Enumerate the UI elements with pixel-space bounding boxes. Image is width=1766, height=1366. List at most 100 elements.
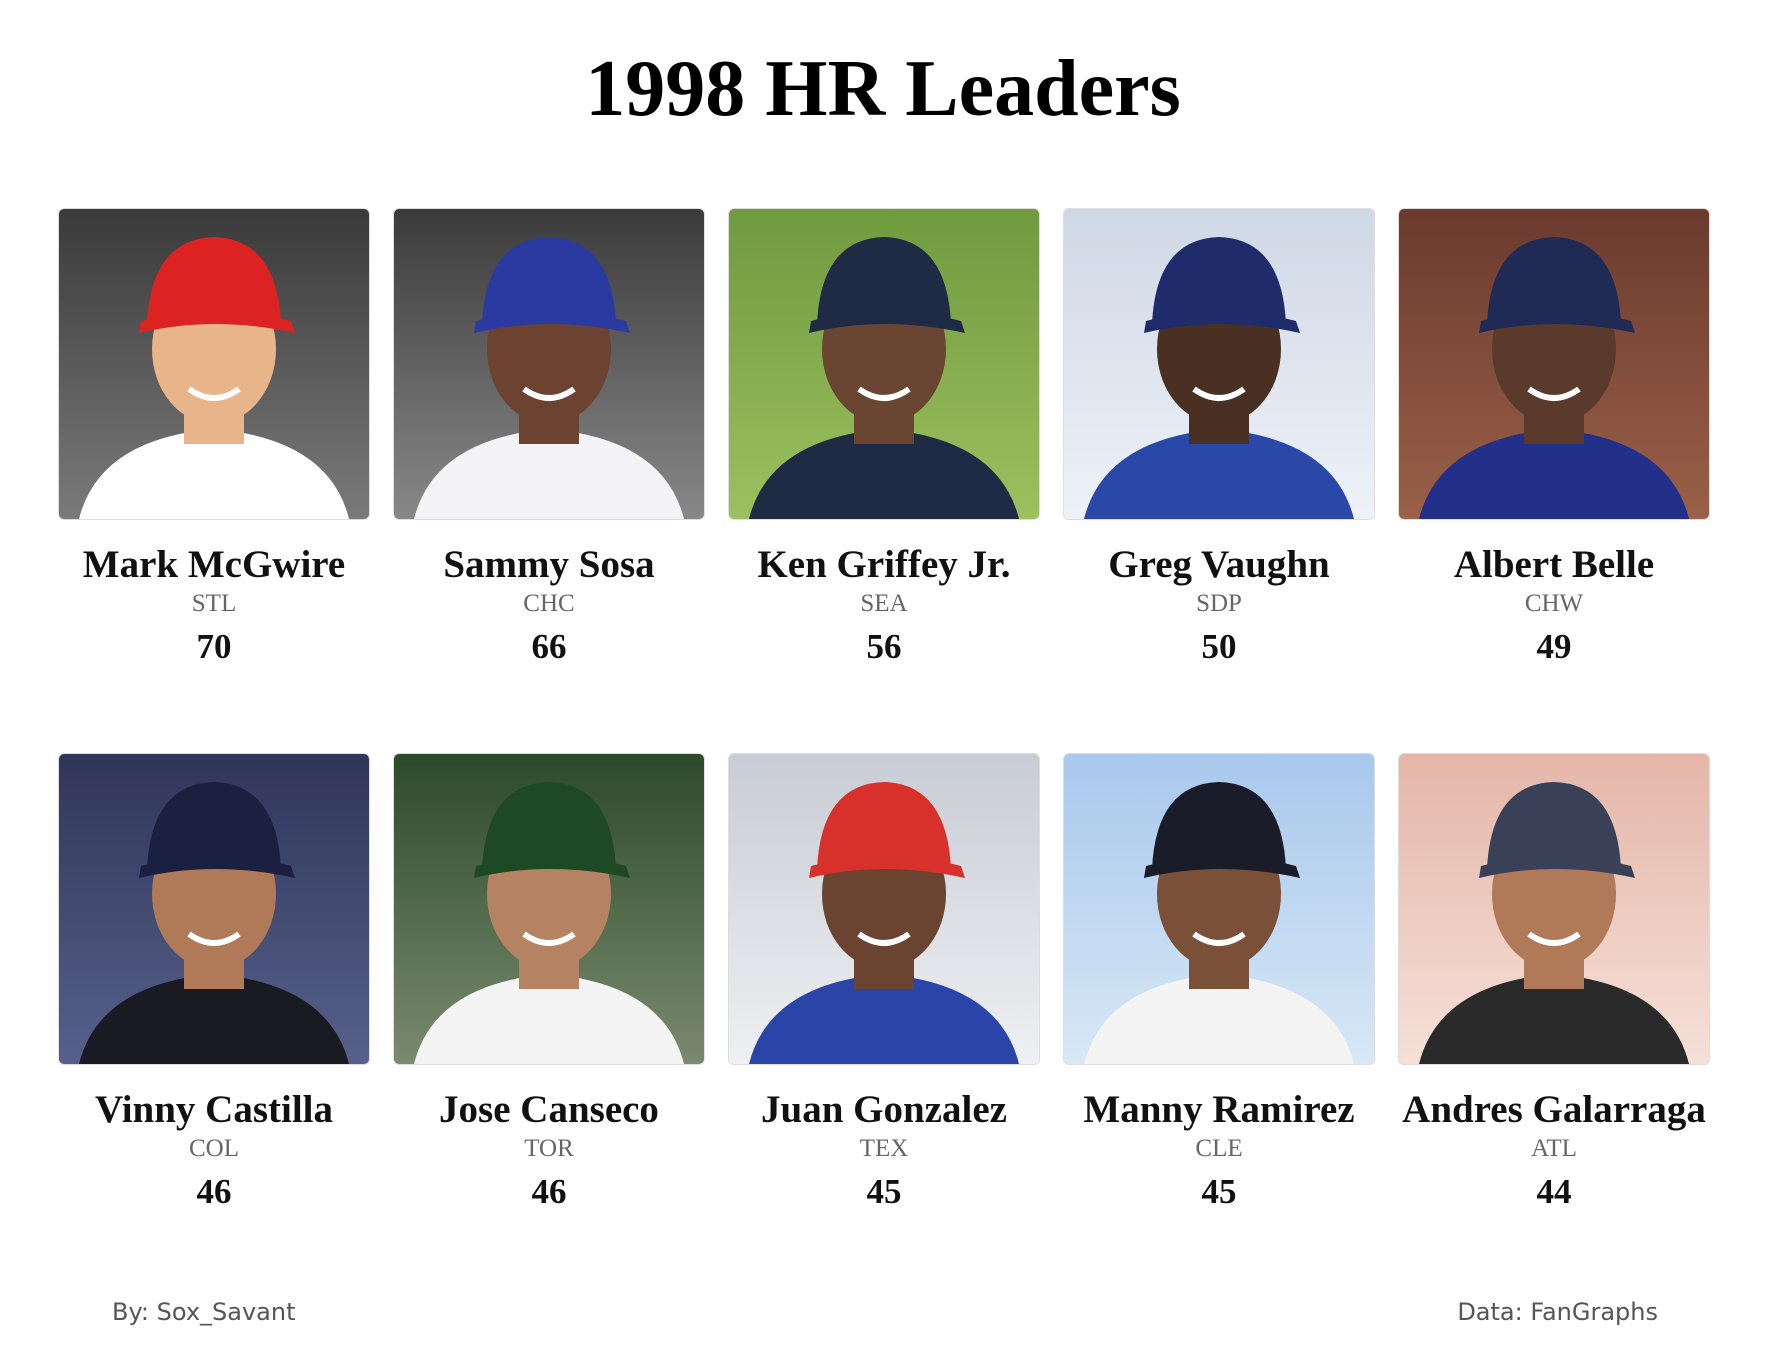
player-name: Sammy Sosa xyxy=(443,543,655,586)
player-home-runs: 49 xyxy=(1536,627,1572,666)
shoulders xyxy=(1084,429,1354,519)
cap-brim xyxy=(474,856,630,878)
portrait xyxy=(1399,754,1709,1064)
shoulders xyxy=(1419,429,1689,519)
cap-brim xyxy=(1479,856,1635,878)
player-home-runs: 46 xyxy=(196,1172,232,1211)
player-home-runs: 66 xyxy=(531,627,567,666)
smile xyxy=(1192,386,1246,401)
player-card: Albert Belle CHW 49 xyxy=(1398,208,1710,753)
cap xyxy=(1152,237,1286,324)
cap-brim xyxy=(809,856,965,878)
player-card: Greg Vaughn SDP 50 xyxy=(1063,208,1375,753)
cap xyxy=(147,782,281,869)
cap-brim xyxy=(1479,311,1635,333)
cap xyxy=(1487,782,1621,869)
player-photo xyxy=(58,753,370,1065)
player-photo xyxy=(393,208,705,520)
shoulders xyxy=(749,974,1019,1064)
player-photo xyxy=(393,753,705,1065)
player-card: Mark McGwire STL 70 xyxy=(58,208,370,753)
player-name: Andres Galarraga xyxy=(1402,1088,1706,1131)
smile xyxy=(187,931,241,946)
player-name: Manny Ramirez xyxy=(1083,1088,1355,1131)
player-name: Juan Gonzalez xyxy=(761,1088,1007,1131)
portrait xyxy=(729,209,1039,519)
cap xyxy=(817,782,951,869)
smile xyxy=(187,386,241,401)
smile xyxy=(522,931,576,946)
smile xyxy=(1527,931,1581,946)
cap-brim xyxy=(809,311,965,333)
cap-brim xyxy=(474,311,630,333)
cap-brim xyxy=(1144,311,1300,333)
cap xyxy=(1152,782,1286,869)
portrait xyxy=(1399,209,1709,519)
smile xyxy=(857,386,911,401)
player-photo xyxy=(58,208,370,520)
source: Data: FanGraphs xyxy=(1457,1298,1658,1326)
cap-brim xyxy=(139,311,295,333)
player-team: STL xyxy=(191,590,237,617)
player-name: Vinny Castilla xyxy=(94,1088,334,1131)
player-home-runs: 70 xyxy=(196,627,232,666)
player-home-runs: 46 xyxy=(531,1172,567,1211)
player-home-runs: 50 xyxy=(1201,627,1237,666)
player-grid: Mark McGwire STL 70 Sammy Sosa CHC 66 Ken Grif… xyxy=(58,208,1710,1217)
player-home-runs: 45 xyxy=(1201,1172,1237,1211)
player-photo xyxy=(1398,208,1710,520)
portrait xyxy=(394,754,704,1064)
shoulders xyxy=(1084,974,1354,1064)
player-team: CLE xyxy=(1195,1135,1243,1162)
shoulders xyxy=(1419,974,1689,1064)
shoulders xyxy=(749,429,1019,519)
cap xyxy=(482,782,616,869)
player-name: Ken Griffey Jr. xyxy=(757,543,1011,586)
player-name: Mark McGwire xyxy=(82,543,346,586)
player-team: CHW xyxy=(1524,590,1584,617)
player-home-runs: 56 xyxy=(866,627,902,666)
player-card: Jose Canseco TOR 46 xyxy=(393,753,705,1217)
player-card: Manny Ramirez CLE 45 xyxy=(1063,753,1375,1217)
smile xyxy=(522,386,576,401)
player-card: Andres Galarraga ATL 44 xyxy=(1398,753,1710,1217)
player-team: TOR xyxy=(524,1135,574,1162)
cap-brim xyxy=(1144,856,1300,878)
portrait xyxy=(394,209,704,519)
player-card: Juan Gonzalez TEX 45 xyxy=(728,753,1040,1217)
player-team: SDP xyxy=(1196,590,1242,617)
portrait xyxy=(729,754,1039,1064)
player-home-runs: 44 xyxy=(1536,1172,1572,1211)
credit: By: Sox_Savant xyxy=(112,1298,296,1326)
shoulders xyxy=(414,974,684,1064)
portrait xyxy=(1064,209,1374,519)
player-team: ATL xyxy=(1531,1135,1577,1162)
shoulders xyxy=(79,429,349,519)
cap xyxy=(1487,237,1621,324)
player-name: Albert Belle xyxy=(1453,543,1655,586)
player-home-runs: 45 xyxy=(866,1172,902,1211)
smile xyxy=(857,931,911,946)
player-team: TEX xyxy=(859,1135,909,1162)
player-photo xyxy=(728,208,1040,520)
portrait xyxy=(59,754,369,1064)
player-photo xyxy=(1398,753,1710,1065)
shoulders xyxy=(414,429,684,519)
player-team: COL xyxy=(189,1135,239,1162)
page-title: 1998 HR Leaders xyxy=(585,45,1181,133)
player-photo xyxy=(1063,208,1375,520)
player-team: CHC xyxy=(523,590,575,617)
portrait xyxy=(59,209,369,519)
player-name: Jose Canseco xyxy=(439,1088,659,1131)
player-card: Sammy Sosa CHC 66 xyxy=(393,208,705,753)
player-photo xyxy=(728,753,1040,1065)
smile xyxy=(1527,386,1581,401)
cap xyxy=(482,237,616,324)
player-team: SEA xyxy=(860,590,908,617)
player-card: Vinny Castilla COL 46 xyxy=(58,753,370,1217)
smile xyxy=(1192,931,1246,946)
portrait xyxy=(1064,754,1374,1064)
player-photo xyxy=(1063,753,1375,1065)
cap xyxy=(147,237,281,324)
cap-brim xyxy=(139,856,295,878)
